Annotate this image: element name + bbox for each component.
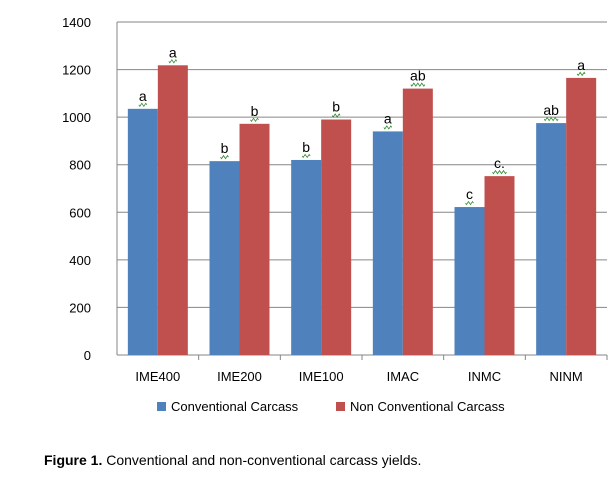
data-label: c <box>466 186 473 202</box>
data-label: c. <box>494 155 505 171</box>
bar <box>454 207 485 355</box>
x-tick-label: IME200 <box>217 369 262 384</box>
legend-label: Non Conventional Carcass <box>350 399 505 414</box>
bar <box>209 161 240 355</box>
x-tick-label: INMC <box>468 369 501 384</box>
y-tick-label: 200 <box>69 300 91 315</box>
y-tick-label: 0 <box>84 348 91 363</box>
data-label: a <box>169 44 177 60</box>
squiggle-underline <box>576 71 586 77</box>
data-label: a <box>577 57 585 73</box>
bar <box>566 77 597 356</box>
squiggle-underline <box>383 125 393 130</box>
bar <box>321 119 352 356</box>
data-label: a <box>139 88 147 104</box>
caption-label: Figure 1. <box>44 452 103 468</box>
y-tick-label: 1200 <box>62 63 91 78</box>
squiggle-underline <box>543 116 559 122</box>
bar <box>484 176 515 355</box>
x-tick-label: NINM <box>550 369 583 384</box>
y-tick-label: 600 <box>69 205 91 220</box>
squiggle-underline <box>301 153 311 159</box>
bar <box>291 159 322 355</box>
legend-label: Conventional Carcass <box>171 399 299 414</box>
legend-swatch <box>157 402 166 411</box>
squiggle-underline <box>250 117 259 123</box>
data-label: a <box>384 110 392 126</box>
data-label: ab <box>410 68 426 84</box>
squiggle-underline <box>168 59 178 64</box>
data-label: b <box>302 139 310 155</box>
x-tick-label: IME100 <box>299 369 344 384</box>
figure-caption: Figure 1. Conventional and non-conventio… <box>44 452 421 468</box>
squiggle-underline <box>331 113 341 118</box>
bar <box>127 108 158 355</box>
legend-swatch <box>336 402 345 411</box>
squiggle-underline <box>492 169 507 175</box>
y-tick-label: 1400 <box>62 15 91 30</box>
bar <box>157 65 188 355</box>
data-label: b <box>221 140 229 156</box>
bar <box>372 131 403 355</box>
x-tick-label: IMAC <box>387 369 420 384</box>
bar <box>239 123 270 355</box>
bar <box>402 88 433 355</box>
y-tick-label: 400 <box>69 253 91 268</box>
y-tick-label: 800 <box>69 158 91 173</box>
x-tick-label: IME400 <box>135 369 180 384</box>
squiggle-underline <box>138 102 148 108</box>
data-label: b <box>332 99 340 115</box>
y-tick-label: 1000 <box>62 110 91 125</box>
bar <box>536 123 567 355</box>
squiggle-underline <box>410 82 426 87</box>
data-label: b <box>251 103 259 119</box>
bar-chart: 0 200 400 600 800 1000 1200 1400 IME400 a a IME200 b… <box>62 15 608 414</box>
data-label: ab <box>543 102 559 118</box>
squiggle-underline <box>465 200 474 206</box>
caption-text: Conventional and non-conventional carcas… <box>106 452 422 468</box>
squiggle-underline <box>220 154 229 160</box>
